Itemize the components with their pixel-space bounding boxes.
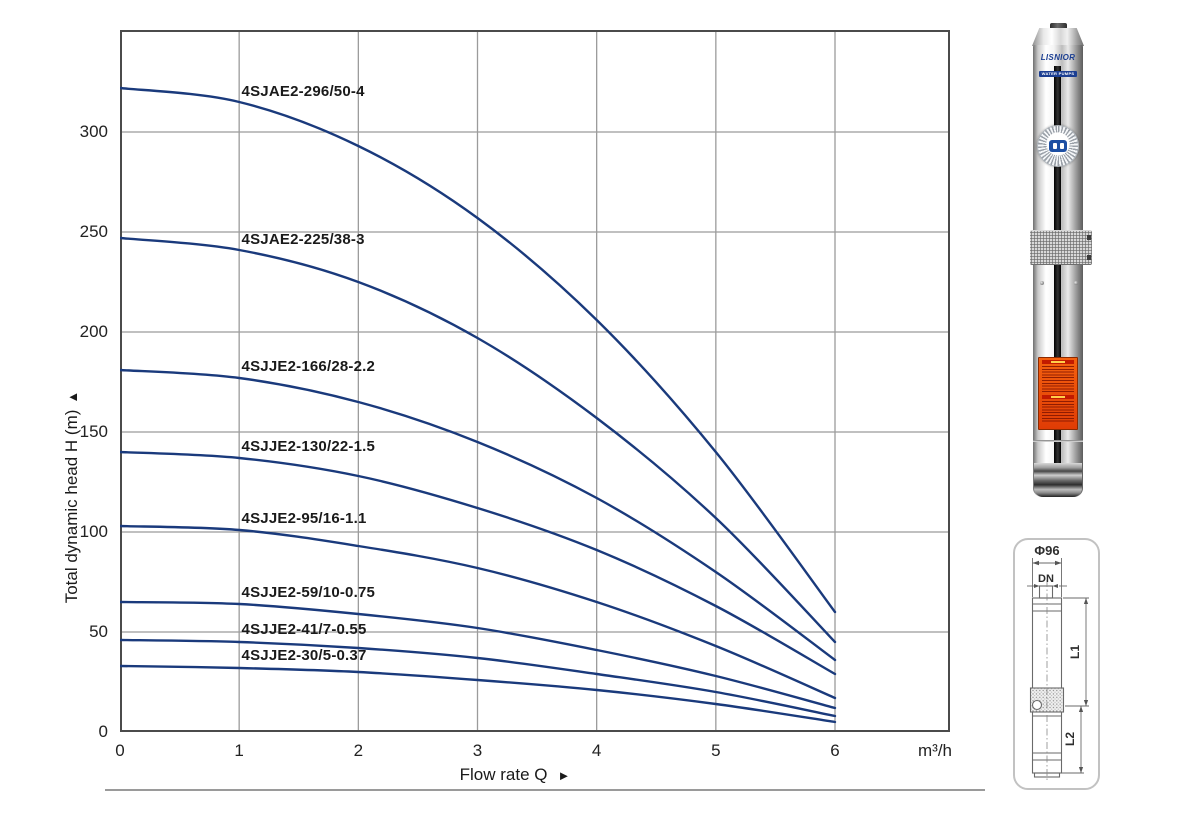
pump-warning-label (1038, 357, 1078, 430)
pump-curve (120, 664, 837, 724)
y-tick-label: 250 (79, 222, 108, 241)
x-tick-label: 2 (353, 741, 364, 760)
pump-curve (120, 450, 837, 676)
pump-motor-rings (1034, 463, 1082, 497)
y-tick-label: 50 (89, 622, 108, 641)
x-tick-label: 1 (234, 741, 244, 760)
x-tick-label: 5 (711, 741, 721, 760)
curve-label: 4SJJE2-95/16-1.1 (241, 509, 367, 527)
chart-panel: 4SJAE2-296/50-4 4SJAE2-225/38-3 4SJJE2-166… (120, 30, 950, 732)
dimension-drawing-svg: Φ96 DN L1 L2 (1027, 543, 1089, 782)
y-tick-label: 100 (79, 522, 108, 541)
plot-frame (120, 30, 950, 732)
pump-curve (120, 524, 837, 700)
pump-body: LISNIOR WATER PUMPS (1030, 45, 1092, 497)
pump-emblem-icon (1037, 125, 1079, 167)
pump-curve (120, 368, 837, 662)
l2-dim-label: L2 (1063, 732, 1077, 746)
drawing-inlet-detail (1031, 699, 1043, 711)
pump-brand-subtitle: WATER PUMPS (1038, 71, 1078, 77)
bottom-divider (105, 789, 985, 791)
y-tick-label: 150 (79, 422, 108, 441)
y-tick-label: 300 (79, 122, 108, 141)
x-tick-label: 3 (472, 741, 483, 760)
x-tick-label: 0 (115, 741, 125, 760)
dimension-panel: Φ96 DN L1 L2 (1013, 538, 1100, 790)
drawing-discharge-port (1038, 585, 1054, 599)
pump-coupling-band (1030, 230, 1092, 265)
pump-cable-stripe (1054, 263, 1061, 357)
pump-curve (120, 236, 837, 644)
l1-dim-label: L1 (1068, 645, 1082, 659)
curve-label: 4SJJE2-41/7-0.55 (241, 621, 367, 639)
y-tick-label: 0 (98, 722, 108, 741)
pump-brand: LISNIOR WATER PUMPS (1033, 53, 1083, 80)
curve-label: 4SJAE2-225/38-3 (241, 230, 365, 248)
warning-text-lines (1042, 401, 1074, 423)
pump-photo: LISNIOR WATER PUMPS (1030, 23, 1092, 497)
pump-emblem-core-icon (1049, 140, 1067, 152)
x-tick-label: 6 (830, 741, 840, 760)
warning-text-lines (1042, 366, 1074, 392)
curve-label: 4SJJE2-30/5-0.37 (241, 647, 367, 665)
y-axis-arrow-icon: ▲ (65, 390, 80, 404)
pump-seam-line (1033, 440, 1083, 442)
pump-bolt-icon (1074, 281, 1078, 285)
pump-bolt-icon (1040, 281, 1044, 285)
x-unit-label: m³/h (918, 741, 952, 760)
pump-brand-name: LISNIOR (1040, 53, 1076, 62)
curve-label: 4SJJE2-130/22-1.5 (241, 437, 376, 455)
pump-curve (120, 86, 837, 614)
curve-label: 4SJJE2-59/10-0.75 (241, 583, 376, 601)
pump-curve (120, 600, 837, 710)
x-axis-title: Flow rate Q ► (460, 765, 571, 785)
curve-label: 4SJJE2-166/28-2.2 (241, 358, 376, 376)
x-axis-title-text: Flow rate Q (459, 765, 548, 784)
pump-cap-icon (1032, 28, 1084, 46)
warning-header-strip (1042, 360, 1074, 364)
port-dim-label: DN (1038, 573, 1054, 585)
y-tick-label: 200 (79, 322, 108, 341)
curve-label: 4SJAE2-296/50-4 (241, 83, 365, 101)
warning-header-strip (1042, 395, 1074, 399)
pump-curve (120, 638, 837, 718)
x-tick-label: 4 (591, 741, 602, 760)
plot-svg (120, 30, 950, 732)
x-axis-arrow-icon: ► (557, 768, 571, 783)
pump-cable-stripe (1054, 430, 1061, 463)
diameter-dim-label: Φ96 (1034, 543, 1059, 558)
